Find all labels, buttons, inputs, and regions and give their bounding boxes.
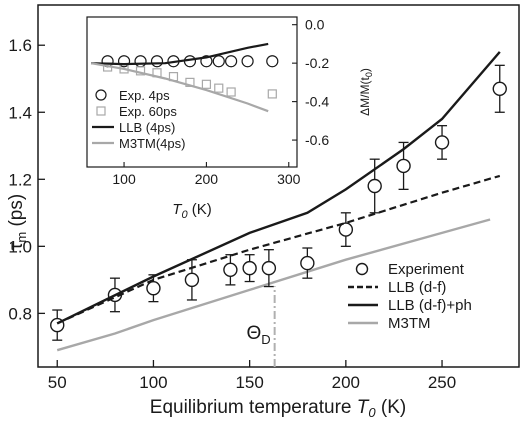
experiment-point	[107, 277, 123, 313]
main-x-tick-label: 200	[332, 373, 360, 392]
experiment-point	[184, 259, 200, 301]
main-plot-frame	[37, 4, 520, 368]
inset-circle-point	[200, 55, 213, 68]
main-y-axis-label: τm (ps)	[6, 194, 29, 250]
main-series	[50, 51, 507, 352]
experiment-point	[300, 247, 315, 279]
experiment-point	[223, 254, 238, 286]
inset-square-point	[214, 83, 224, 93]
inset-legend-label: Exp. 4ps	[119, 88, 170, 103]
inset-circle-point	[117, 55, 131, 68]
inset-x-tick-label: 200	[195, 171, 219, 187]
inset-legend-label: M3TM(4ps)	[119, 136, 185, 151]
inset-circle-point	[150, 55, 164, 68]
main-legend-label: M3TM	[388, 315, 431, 332]
inset-square-point	[226, 87, 236, 97]
experiment-point	[367, 158, 382, 214]
main-legend-entry: M3TM	[348, 315, 431, 332]
theta-d-annotation: ΘD	[246, 286, 276, 367]
main-y-tick-label: 1.2	[8, 170, 32, 189]
inset-plot-frame	[86, 16, 298, 168]
main-y-label-unit: (ps)	[6, 194, 27, 232]
inset-y-label-sub: 0	[364, 72, 374, 77]
inset-y-axis-label: ΔM/M(t0)	[358, 68, 374, 116]
main-legend-entry: Experiment	[355, 261, 465, 278]
main-x-tick-label: 250	[428, 373, 456, 392]
main-x-label-sub: 0	[368, 405, 376, 420]
inset-x-tick-label: 300	[277, 171, 301, 187]
experiment-point	[434, 125, 450, 160]
main-x-label-var: T	[357, 397, 370, 418]
inset-y-tick-label: -0.2	[305, 55, 329, 71]
main-y-label-sub: m	[14, 232, 29, 243]
series-line	[56, 174, 501, 325]
main-legend-entry: LLB (d-f)+ph	[348, 297, 472, 314]
main-legend-entry: LLB (d-f)	[348, 279, 446, 296]
inset-series	[90, 42, 279, 113]
inset-y-tick-label: -0.4	[305, 94, 329, 110]
inset-x-tick-label: 100	[112, 171, 136, 187]
main-y-tick-label: 0.8	[8, 304, 32, 323]
inset-y-ticks: 0.0 -0.2 -0.4 -0.6	[292, 17, 329, 148]
main-y-tick-label: 1.4	[8, 103, 32, 122]
inset-legend-entry: M3TM(4ps)	[92, 136, 185, 151]
inset-legend-entry: LLB (4ps)	[92, 120, 175, 135]
experiment-point	[396, 141, 411, 191]
main-x-axis-label: Equilibrium temperature T0 (K)	[150, 397, 406, 420]
main-x-label-unit: (K)	[376, 397, 407, 418]
inset-legend-label: LLB (4ps)	[119, 120, 175, 135]
inset-x-axis-label: T0 (K)	[172, 201, 211, 221]
inset-y-tick-label: 0.0	[305, 17, 325, 33]
inset-legend-entry: Exp. 60ps	[96, 104, 177, 119]
main-legend-label: LLB (d-f)+ph	[388, 297, 472, 314]
main-y-tick-label: 1.0	[8, 237, 32, 256]
main-chart: 50 100 150 200 250 0.8 1.0 1.2 1.4 1.6 ΘD Experi…	[6, 4, 520, 420]
inset-x-ticks: 100 200 300	[112, 162, 301, 187]
inset-circle-point	[225, 55, 238, 68]
main-legend-label: LLB (d-f)	[388, 279, 446, 296]
main-y-tick-label: 1.6	[8, 36, 32, 55]
main-y-label-var: τ	[6, 242, 27, 250]
experiment-point	[50, 309, 65, 341]
experiment-point	[338, 212, 354, 247]
main-y-ticks: 0.8 1.0 1.2 1.4 1.6	[8, 36, 45, 323]
experiment-point	[146, 274, 161, 303]
experiment-point	[261, 249, 277, 288]
inset-legend-entry: Exp. 4ps	[95, 88, 170, 103]
inset-series-line	[91, 42, 269, 66]
inset-series-line	[90, 62, 269, 113]
main-x-tick-label: 100	[139, 373, 167, 392]
inset-square-point	[201, 79, 212, 89]
main-x-tick-label: 50	[48, 373, 67, 392]
inset-y-label-close: )	[358, 68, 372, 72]
main-legend-label: Experiment	[388, 261, 465, 278]
experiment-point	[492, 64, 507, 113]
main-x-label-text: Equilibrium temperature	[150, 397, 357, 418]
inset-square-point	[267, 89, 277, 99]
inset-x-label-sub: 0	[181, 209, 188, 221]
series-line	[56, 51, 501, 325]
main-x-tick-label: 150	[235, 373, 263, 392]
inset-x-label-var: T	[172, 201, 183, 218]
inset-circle-point	[212, 55, 225, 68]
inset-x-label-unit: (K)	[188, 201, 212, 218]
inset-circle-point	[266, 55, 279, 68]
inset-legend-label: Exp. 60ps	[119, 104, 177, 119]
series-line	[56, 218, 491, 352]
inset-y-tick-label: -0.6	[305, 132, 329, 148]
inset-circle-point	[241, 55, 254, 68]
main-x-ticks: 50 100 150 200 250	[48, 360, 456, 392]
theta-d-label: ΘD	[246, 323, 270, 347]
inset-y-label-text: ΔM/M(t	[358, 77, 372, 116]
experiment-point	[242, 254, 257, 283]
